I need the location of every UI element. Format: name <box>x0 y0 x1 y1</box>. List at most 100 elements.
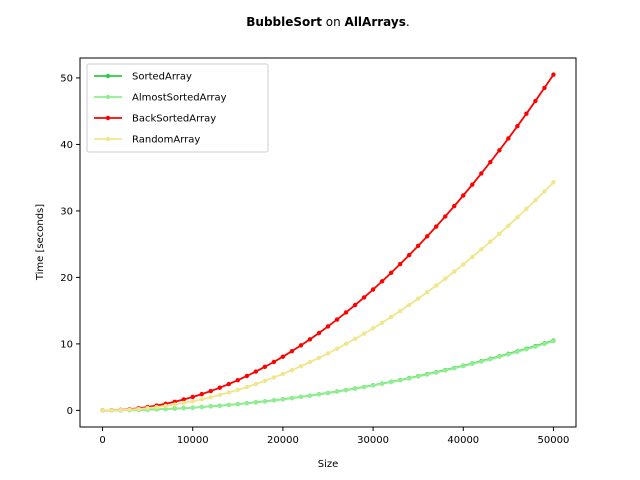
series-AlmostSortedArray <box>100 339 556 413</box>
title-suffix: . <box>406 15 410 29</box>
data-point <box>208 388 213 394</box>
x-tick-label-2: 20000 <box>267 435 299 446</box>
data-point <box>217 392 222 398</box>
data-point <box>334 389 340 394</box>
data-point <box>470 182 475 187</box>
y-tick-label-0: 0 <box>67 406 73 417</box>
data-point <box>244 373 250 379</box>
data-point <box>443 368 448 373</box>
data-point <box>479 359 484 364</box>
data-point <box>379 279 385 284</box>
data-point <box>289 367 295 373</box>
data-point <box>208 395 213 400</box>
data-point <box>298 394 304 400</box>
data-point <box>551 72 556 77</box>
data-point <box>425 234 430 239</box>
data-point <box>352 302 358 308</box>
x-tick-label-1: 10000 <box>177 435 209 446</box>
data-point <box>280 371 286 377</box>
data-point <box>542 189 547 194</box>
series-layer <box>100 72 556 413</box>
data-point <box>262 378 268 384</box>
data-point <box>226 390 231 395</box>
data-point <box>343 310 349 315</box>
data-point <box>217 385 222 390</box>
data-point <box>506 352 511 357</box>
y-tick-label-4: 40 <box>60 140 73 151</box>
data-point <box>271 398 277 403</box>
data-point <box>163 406 168 412</box>
data-point <box>479 247 484 252</box>
data-point <box>118 407 123 413</box>
data-point <box>280 397 286 402</box>
legend-swatch-marker <box>105 73 111 79</box>
x-tick-label-3: 30000 <box>357 435 389 446</box>
data-point <box>524 111 529 116</box>
data-point <box>253 369 259 374</box>
data-point <box>397 261 403 267</box>
y-tick-label-2: 20 <box>60 273 73 284</box>
chart-title: BubbleSort on AllArrays. <box>246 15 409 29</box>
data-point <box>172 406 177 411</box>
data-point <box>406 376 412 381</box>
x-axis: 0 10000 20000 30000 40000 50000 <box>99 427 569 446</box>
series-SortedArray <box>100 338 556 413</box>
data-point <box>316 392 322 397</box>
legend-item-BackSortedArray: BackSortedArray <box>94 114 216 125</box>
data-point <box>361 384 367 390</box>
data-point <box>551 339 556 344</box>
data-point <box>145 405 150 411</box>
legend-box <box>86 63 269 153</box>
data-point <box>208 404 213 409</box>
data-point <box>497 148 502 153</box>
data-point <box>542 341 547 347</box>
data-point <box>434 283 439 288</box>
data-point <box>479 171 484 176</box>
data-point <box>298 343 304 348</box>
data-point <box>379 381 385 386</box>
y-axis: 0 10 20 30 40 50 <box>60 73 80 417</box>
data-point <box>370 326 376 331</box>
data-point <box>515 215 520 220</box>
data-point <box>361 295 367 300</box>
legend-swatch-marker <box>105 94 111 100</box>
data-point <box>388 314 394 320</box>
data-point <box>199 404 204 410</box>
data-point <box>271 359 277 365</box>
data-point <box>316 330 322 336</box>
legend: SortedArray AlmostSortedArray BackSortedAr… <box>86 63 269 153</box>
y-tick-label-3: 30 <box>60 206 73 217</box>
data-point <box>325 324 331 329</box>
data-point <box>343 341 349 347</box>
data-point <box>181 400 186 406</box>
y-tick-label-5: 50 <box>60 73 73 84</box>
data-point <box>515 123 520 129</box>
title-dataset: AllArrays <box>345 15 406 29</box>
data-point <box>199 391 204 397</box>
data-point <box>235 377 241 383</box>
data-point <box>388 379 394 385</box>
data-point <box>497 354 502 360</box>
data-point <box>370 287 376 292</box>
data-point <box>271 375 277 380</box>
data-point <box>425 289 430 295</box>
data-point <box>497 231 502 236</box>
data-point <box>415 374 421 379</box>
data-point <box>461 193 466 198</box>
data-point <box>361 331 367 336</box>
data-point <box>406 302 412 308</box>
data-point <box>352 386 358 391</box>
data-point <box>488 159 493 165</box>
data-point <box>307 359 313 365</box>
data-point <box>199 397 204 402</box>
data-point <box>190 405 195 410</box>
data-point <box>352 336 358 342</box>
series-line-3 <box>102 181 555 412</box>
y-axis-label: Time [seconds] <box>35 204 46 281</box>
data-point <box>253 381 259 387</box>
legend-label: BackSortedArray <box>132 114 216 125</box>
data-point <box>316 355 322 361</box>
legend-swatch-marker <box>105 136 111 142</box>
x-tick-label-4: 40000 <box>447 435 479 446</box>
data-point <box>488 239 493 244</box>
